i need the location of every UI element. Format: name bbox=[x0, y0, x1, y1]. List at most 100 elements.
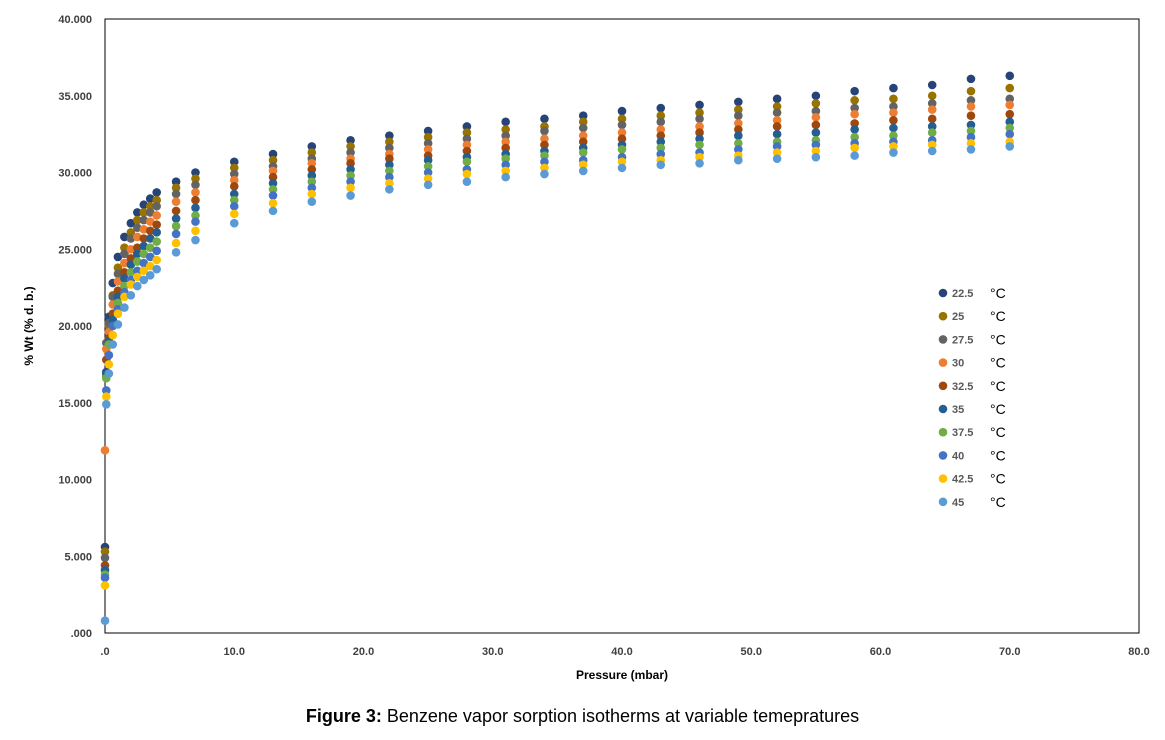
data-point bbox=[501, 166, 510, 176]
data-point bbox=[423, 145, 433, 154]
data-point bbox=[307, 177, 317, 187]
x-tick-label: 10.0 bbox=[224, 646, 245, 658]
data-point bbox=[113, 309, 123, 319]
data-point bbox=[229, 169, 239, 179]
data-point bbox=[927, 128, 937, 137]
legend-item: 42.5 °C bbox=[938, 471, 1006, 487]
data-point bbox=[1005, 109, 1015, 119]
legend-item: 32.5 °C bbox=[938, 378, 1006, 394]
data-point bbox=[617, 145, 627, 154]
x-tick-label: .0 bbox=[100, 646, 109, 658]
y-tick-label: .000 bbox=[71, 628, 92, 640]
data-point bbox=[501, 154, 510, 163]
data-point bbox=[120, 303, 129, 312]
data-point bbox=[501, 172, 510, 182]
data-point bbox=[1005, 71, 1015, 81]
data-point bbox=[462, 122, 472, 131]
data-point bbox=[927, 114, 937, 124]
data-point bbox=[133, 257, 142, 266]
data-point bbox=[346, 142, 355, 151]
y-tick-label: 30.000 bbox=[58, 168, 92, 180]
data-point bbox=[171, 189, 181, 199]
data-point bbox=[966, 139, 976, 148]
data-point bbox=[656, 103, 666, 113]
legend-item: 35 °C bbox=[938, 401, 1006, 417]
data-point bbox=[104, 369, 114, 378]
data-point bbox=[578, 131, 588, 140]
data-point bbox=[229, 163, 239, 173]
legend: 22.5 °C 25 °C 27.5 °C 30 °C 32.5 °C 35 °C 37.5 °C 40 °C… bbox=[938, 285, 1006, 510]
data-point bbox=[850, 143, 859, 153]
data-point bbox=[734, 105, 743, 114]
data-point bbox=[462, 157, 472, 167]
data-point bbox=[501, 117, 510, 127]
x-tick-label: 60.0 bbox=[870, 646, 891, 658]
data-point bbox=[462, 146, 472, 156]
data-point bbox=[152, 246, 161, 256]
data-point bbox=[772, 94, 782, 104]
data-point bbox=[133, 266, 142, 276]
data-point bbox=[139, 249, 149, 259]
caption-label: Figure 3: bbox=[305, 706, 382, 726]
data-point bbox=[811, 152, 821, 162]
data-point bbox=[152, 255, 161, 265]
legend-unit: °C bbox=[990, 355, 1006, 371]
data-point bbox=[133, 208, 142, 217]
data-point bbox=[462, 177, 472, 187]
y-tick-label: 25.000 bbox=[58, 244, 92, 256]
legend-marker bbox=[938, 335, 948, 344]
data-point bbox=[811, 140, 821, 150]
data-point bbox=[734, 111, 743, 121]
series-32.5 bbox=[100, 109, 1015, 570]
data-point bbox=[229, 182, 239, 191]
data-point bbox=[100, 446, 110, 455]
data-point bbox=[113, 320, 123, 329]
data-point bbox=[229, 195, 239, 205]
y-tick-label: 15.000 bbox=[58, 398, 92, 410]
data-point bbox=[145, 226, 155, 236]
data-point bbox=[385, 131, 394, 140]
data-point bbox=[229, 209, 239, 219]
data-point bbox=[772, 142, 782, 151]
data-point bbox=[100, 547, 110, 556]
data-point bbox=[385, 172, 394, 182]
data-point bbox=[139, 275, 149, 285]
data-point bbox=[423, 174, 433, 183]
data-point bbox=[191, 226, 200, 236]
data-point bbox=[307, 183, 317, 193]
data-point bbox=[966, 132, 976, 142]
data-point bbox=[268, 178, 278, 188]
legend-marker bbox=[938, 404, 948, 414]
data-point bbox=[120, 281, 129, 291]
data-point bbox=[113, 286, 123, 295]
y-axis-tick-labels: .000 5.000 10.000 15.000 20.000 25.000 30.000 3… bbox=[58, 14, 92, 640]
data-point bbox=[346, 177, 355, 187]
legend-unit: °C bbox=[990, 378, 1006, 394]
data-point bbox=[120, 258, 129, 268]
legend-unit: °C bbox=[990, 494, 1006, 510]
data-point bbox=[307, 197, 317, 206]
data-point bbox=[346, 148, 355, 157]
data-point bbox=[617, 163, 627, 173]
legend-label: 40 bbox=[952, 450, 964, 462]
data-point bbox=[889, 102, 898, 111]
data-point bbox=[772, 122, 782, 131]
data-point bbox=[139, 266, 149, 276]
data-point bbox=[385, 185, 394, 194]
data-point bbox=[889, 108, 898, 117]
data-point bbox=[268, 206, 278, 216]
legend-label: 45 bbox=[952, 497, 964, 509]
data-point bbox=[617, 157, 627, 167]
data-point bbox=[104, 360, 114, 369]
series-42.5 bbox=[100, 137, 1015, 590]
figure-caption: Figure 3: Benzene vapor sorption isother… bbox=[0, 706, 1165, 727]
series-45 bbox=[100, 142, 1015, 626]
legend-unit: °C bbox=[990, 447, 1006, 463]
data-point bbox=[120, 232, 129, 242]
data-point bbox=[927, 80, 937, 90]
legend-label: 32.5 bbox=[952, 381, 973, 393]
series-30 bbox=[100, 100, 1015, 455]
data-point bbox=[423, 155, 433, 165]
data-point bbox=[268, 172, 278, 182]
data-point bbox=[385, 160, 394, 170]
